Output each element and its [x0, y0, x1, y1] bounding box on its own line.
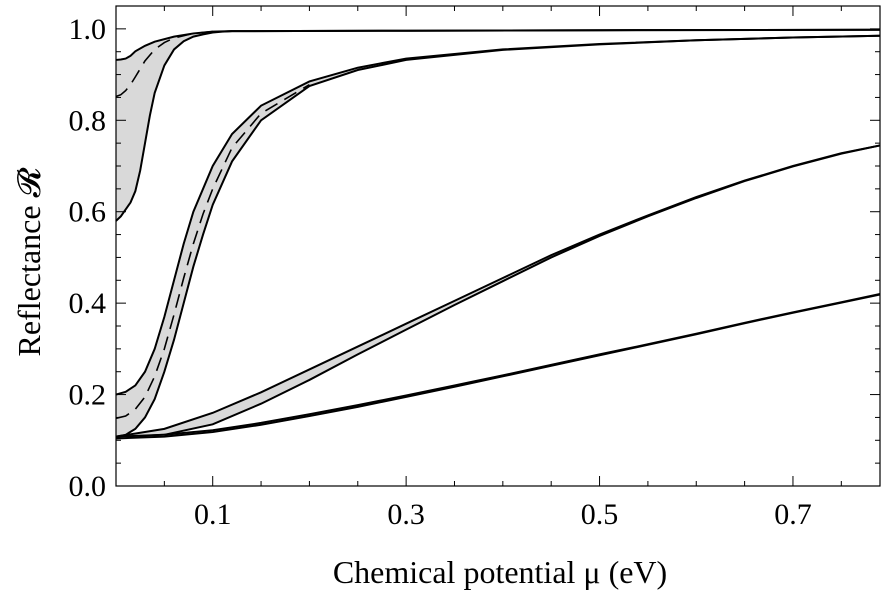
y-axis-title: Reflectance 𝓡: [11, 167, 47, 356]
band-1-lower-line: [115, 28, 881, 222]
band-2-upper-line: [115, 34, 881, 396]
band-3-upper-line: [115, 144, 881, 438]
x-axis-title: Chemical potential μ (eV): [333, 554, 667, 590]
band-3-fill: [116, 145, 880, 438]
band-1-dashed-line: [115, 30, 233, 98]
band-4-lower-line: [115, 293, 881, 440]
plot-frame: [115, 5, 881, 487]
x-tick-label: 0.7: [774, 498, 812, 531]
y-tick-label: 0.4: [69, 287, 107, 320]
y-tick-label: 0.8: [69, 104, 107, 137]
y-tick-label: 0.6: [69, 196, 107, 229]
x-tick-label: 0.3: [387, 498, 425, 531]
y-tick-label: 0.0: [69, 470, 107, 503]
band-3-lower-line: [115, 144, 881, 439]
band-2-lower-line: [115, 34, 881, 438]
y-tick-label: 1.0: [69, 13, 107, 46]
y-tick-label: 0.2: [69, 379, 107, 412]
bands-layer: [115, 28, 881, 440]
x-tick-label: 0.5: [581, 498, 619, 531]
ticks-layer: 0.1 0.3 0.5 0.7 0.0 0.2 0.4 0.6 0.8 1.0: [69, 6, 880, 531]
band-1-upper-line: [115, 28, 881, 61]
x-tick-label: 0.1: [194, 498, 232, 531]
band-2-dashed-line: [115, 83, 310, 420]
band-1-fill: [116, 29, 880, 221]
